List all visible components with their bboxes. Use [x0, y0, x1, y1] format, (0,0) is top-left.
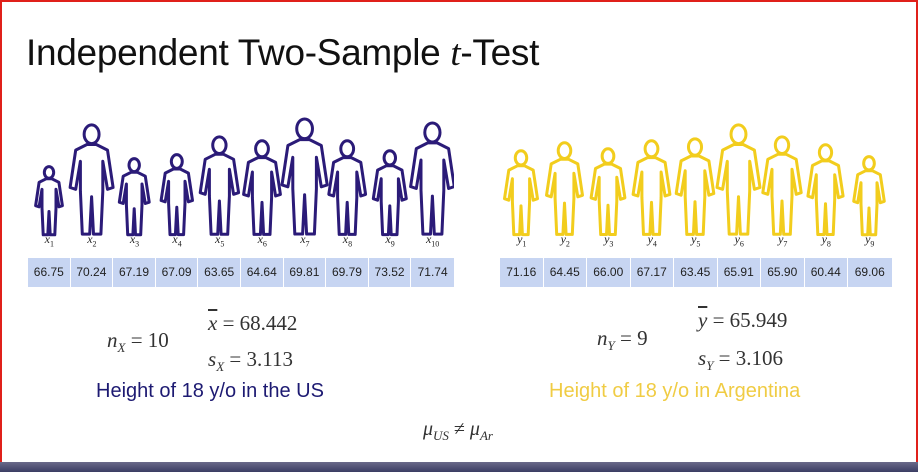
- ar-height-cell: 67.17: [631, 258, 674, 287]
- us-height-cell: 69.81: [284, 258, 327, 287]
- us-sample-label: x3: [129, 232, 140, 249]
- person-silhouette: [631, 139, 672, 236]
- person-silhouette: [159, 153, 194, 237]
- us-height-cell: 67.09: [156, 258, 199, 287]
- us-height-cell: 64.64: [241, 258, 284, 287]
- ar-sample-label: y1: [517, 232, 527, 249]
- person-silhouette: [674, 137, 716, 236]
- person-silhouette: [242, 139, 282, 236]
- argentina-caption: Height of 18 y/o in Argentina: [549, 380, 801, 402]
- us-heights-row: 66.75 70.24 67.19 67.09 63.65 64.64 69.81 69.79…: [28, 258, 454, 287]
- ar-sample-label: y2: [560, 232, 570, 249]
- ar-sample-label: y4: [647, 232, 657, 249]
- ar-height-cell: 66.00: [587, 258, 631, 287]
- person-silhouette: [806, 143, 845, 236]
- person-silhouette: [198, 135, 241, 236]
- person-silhouette: [327, 139, 368, 236]
- person-silhouette: [761, 135, 803, 236]
- title-text: Independent Two-Sample: [26, 32, 451, 73]
- person-silhouette: [117, 157, 151, 237]
- person-silhouette: [371, 149, 408, 237]
- person-silhouette: [34, 165, 64, 237]
- us-sample-label: x10: [425, 232, 440, 249]
- us-height-cell: 69.79: [326, 258, 369, 287]
- us-sample-label: x1: [44, 232, 54, 249]
- us-sample-label: x2: [87, 232, 97, 249]
- slide-title: Independent Two-Sample t-Test: [26, 32, 539, 75]
- argentina-people-silhouettes: [503, 123, 886, 237]
- us-sample-label: x5: [215, 232, 225, 249]
- us-sample-label: x7: [300, 232, 310, 249]
- us-sample-sd: sX = 3.113: [208, 347, 293, 375]
- person-silhouette: [545, 141, 584, 236]
- person-silhouette: [409, 121, 454, 236]
- us-height-cell: 70.24: [71, 258, 114, 287]
- ar-height-cell: 65.91: [718, 258, 761, 287]
- us-sample-label: x8: [342, 232, 353, 249]
- video-progress-bar: [0, 462, 918, 472]
- ar-sample-label: y3: [604, 232, 614, 249]
- us-sample-labels: x1 x2 x3 x4 x5 x6 x7 x8 x9 x10: [28, 232, 454, 248]
- us-caption: Height of 18 y/o in the US: [96, 380, 324, 402]
- us-sample-label: x4: [172, 232, 182, 249]
- us-people-silhouettes: [34, 117, 454, 237]
- person-silhouette: [852, 155, 886, 237]
- us-sample-label: x6: [257, 232, 267, 249]
- us-height-cell: 66.75: [28, 258, 71, 287]
- person-silhouette: [280, 117, 329, 236]
- person-silhouette: [589, 147, 627, 236]
- ar-sample-label: y7: [778, 232, 788, 249]
- ar-height-cell: 63.45: [674, 258, 718, 287]
- person-silhouette: [68, 123, 115, 236]
- us-height-cell: 71.74: [417, 265, 448, 279]
- argentina-sample-labels: y1 y2 y3 y4 y5 y6 y7 y8 y9: [500, 232, 892, 248]
- person-silhouette: [715, 123, 762, 236]
- argentina-sample-sd: sY = 3.106: [698, 346, 784, 374]
- argentina-sample-mean: y = 65.949: [698, 308, 788, 332]
- argentina-sample-size: nY = 9: [597, 326, 648, 354]
- us-sample-size: nX = 10: [107, 328, 169, 356]
- us-height-cell: 63.65: [198, 258, 241, 287]
- alternative-hypothesis: μUS ≠ μAr: [423, 418, 493, 443]
- argentina-heights-row: 71.16 64.45 66.00 67.17 63.45 65.91 65.90 60.44…: [500, 258, 892, 287]
- ar-height-cell: 69.06: [854, 265, 885, 279]
- ar-height-cell: 60.44: [805, 258, 848, 287]
- us-height-cell: 73.52: [369, 258, 412, 287]
- ar-height-cell: 71.16: [500, 258, 544, 287]
- title-suffix: -Test: [460, 32, 540, 73]
- us-sample-mean: x = 68.442: [208, 311, 298, 335]
- us-height-cell: 67.19: [113, 258, 156, 287]
- ar-height-cell: 64.45: [544, 258, 587, 287]
- ar-sample-label: y8: [821, 232, 831, 249]
- ar-sample-label: y5: [691, 232, 701, 249]
- ar-height-cell: 65.90: [761, 258, 805, 287]
- us-sample-label: x9: [385, 232, 395, 249]
- ar-sample-label: y9: [865, 232, 875, 249]
- ar-sample-label: y6: [734, 232, 744, 249]
- title-t-letter: t: [450, 33, 461, 74]
- person-silhouette: [503, 149, 539, 237]
